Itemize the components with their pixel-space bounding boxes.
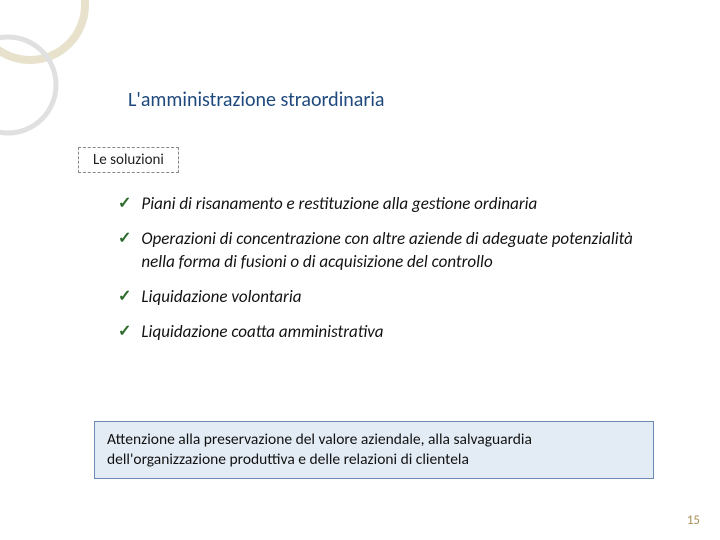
page-number: 15: [687, 513, 700, 528]
bullet-text: Liquidazione coatta amministrativa: [141, 321, 383, 344]
bullet-list: ✓ Piani di risanamento e restituzione all…: [118, 193, 658, 356]
bullet-text: Piani di risanamento e restituzione alla…: [141, 193, 537, 216]
bullet-text: Operazioni di concentrazione con altre a…: [141, 228, 658, 274]
note-box: Attenzione alla preservazione del valore…: [94, 421, 654, 479]
subtitle-box: Le soluzioni: [78, 147, 179, 173]
bullet-item: ✓ Piani di risanamento e restituzione all…: [118, 193, 658, 216]
check-icon: ✓: [118, 321, 131, 343]
check-icon: ✓: [118, 286, 131, 308]
decorative-circles: [0, 0, 150, 170]
check-icon: ✓: [118, 193, 131, 215]
bullet-item: ✓ Operazioni di concentrazione con altre …: [118, 228, 658, 274]
slide-title: L'amministrazione straordinaria: [128, 88, 385, 112]
bullet-text: Liquidazione volontaria: [141, 286, 301, 309]
bullet-item: ✓ Liquidazione coatta amministrativa: [118, 321, 658, 344]
bullet-item: ✓ Liquidazione volontaria: [118, 286, 658, 309]
check-icon: ✓: [118, 228, 131, 250]
